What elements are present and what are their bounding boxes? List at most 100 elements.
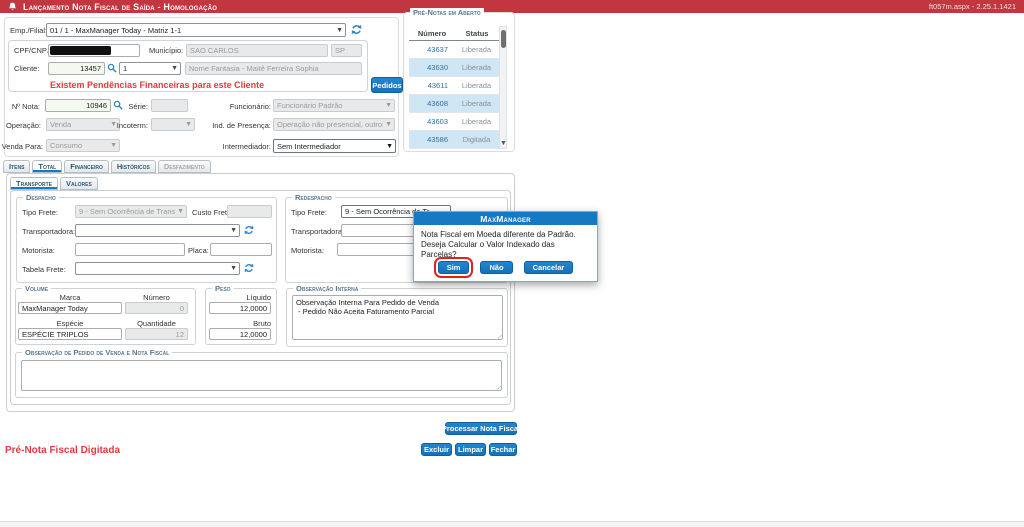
pre-notas-title: Pré-Notas em Aberto	[410, 8, 484, 17]
table-row[interactable]: 43630 Liberada	[409, 59, 499, 77]
cancelar-button[interactable]: Cancelar	[523, 260, 574, 274]
placa-input[interactable]	[210, 243, 272, 256]
nota-label: Nº Nota:	[11, 102, 40, 111]
chevron-down-icon: ▼	[177, 208, 184, 215]
venda-para-select: Consumo ▼	[46, 139, 120, 152]
processar-nota-fiscal-button[interactable]: Processar Nota Fiscal	[441, 422, 521, 435]
maxmanager-dialog: MaxManager Nota Fiscal em Moeda diferent…	[413, 211, 598, 282]
pre-nota-link[interactable]: 43586	[427, 135, 448, 144]
resize-handle-icon[interactable]	[496, 333, 503, 340]
venda-para-label: Venda Para:	[1, 142, 43, 151]
liquido-input[interactable]	[209, 302, 271, 314]
tab-total[interactable]: Total	[32, 160, 63, 173]
motorista-input[interactable]	[75, 243, 185, 256]
bruto-label: Bruto	[253, 319, 271, 328]
tipo-frete-label: Tipo Frete:	[22, 208, 58, 217]
bruto-input[interactable]	[209, 328, 271, 340]
sim-button[interactable]: Sim	[433, 256, 474, 278]
obs-interna-legend: Observação Interna	[293, 284, 362, 293]
funcionario-label: Funcionário:	[229, 102, 271, 111]
cliente-codigo-input[interactable]	[48, 62, 105, 75]
chevron-down-icon: ▼	[110, 121, 117, 128]
pre-nota-link[interactable]: 43630	[427, 63, 448, 72]
marca-input[interactable]	[18, 302, 122, 314]
search-icon[interactable]	[113, 100, 123, 110]
title-bar: Lançamento Nota Fiscal de Saída - Homolo…	[0, 0, 1024, 13]
quantidade-input	[125, 328, 188, 340]
operacao-label: Operação:	[5, 121, 41, 130]
peso-legend: Peso	[212, 284, 234, 293]
refresh-icon[interactable]	[351, 24, 362, 35]
status-text: Pré-Nota Fiscal Digitada	[5, 445, 121, 456]
dialog-message: Nota Fiscal em Moeda diferente da Padrão…	[421, 230, 576, 259]
pre-notas-panel	[403, 12, 515, 152]
tabela-frete-select[interactable]: ▼	[75, 262, 240, 275]
page-footer	[0, 521, 1024, 527]
col-status[interactable]: Status	[465, 28, 489, 38]
tipo-frete-select: 9 - Sem Ocorrência de Transport ▼	[75, 205, 187, 218]
pre-nota-link[interactable]: 43637	[427, 45, 448, 54]
nota-input[interactable]	[45, 99, 111, 112]
pre-nota-link[interactable]: 43603	[427, 117, 448, 126]
obs-pedido-textarea[interactable]	[21, 360, 502, 391]
fechar-button[interactable]: Fechar	[489, 443, 517, 456]
table-row[interactable]: 43603 Liberada	[409, 113, 499, 131]
resize-handle-icon[interactable]	[495, 384, 502, 391]
tipo-frete-label: Tipo Frete:	[291, 208, 327, 217]
obs-interna-textarea[interactable]: Observação Interna Para Pedido de Venda …	[292, 295, 503, 340]
page-title: Lançamento Nota Fiscal de Saída - Homolo…	[23, 1, 218, 12]
cliente-seq-select[interactable]: 1 ▼	[119, 62, 181, 75]
excluir-button[interactable]: Excluir	[421, 443, 452, 456]
cliente-nome-input	[185, 62, 362, 75]
cpf-redacted-value	[50, 46, 111, 55]
despacho-legend: Despacho	[23, 193, 59, 202]
presenca-select: Operação não presencial, outros. ▼	[273, 118, 395, 131]
chevron-down-icon: ▼	[386, 142, 393, 150]
especie-input[interactable]	[18, 328, 122, 340]
numero-input	[125, 302, 188, 314]
uf-input	[331, 44, 362, 57]
obs-pedido-legend: Observação de Pedido de Venda e Nota Fis…	[22, 348, 173, 357]
tabela-frete-label: Tabela Frete:	[22, 265, 66, 274]
tab-valores[interactable]: Valores	[59, 177, 98, 190]
search-icon[interactable]	[107, 63, 117, 73]
transportadora-label: Transportadora:	[22, 227, 76, 236]
emp-filial-select[interactable]: 01 / 1 - MaxManager Today - Matriz 1-1 ▼	[46, 23, 346, 37]
scrollbar-thumb[interactable]	[501, 30, 506, 48]
scroll-down-icon[interactable]: ▼	[500, 140, 507, 147]
redespacho-legend: Redespacho	[292, 193, 335, 202]
limpar-button[interactable]: Limpar	[455, 443, 486, 456]
tab-historicos[interactable]: Históricos	[110, 160, 156, 173]
page-info: ft057m.aspx - 2.25.1.1421	[928, 2, 1016, 11]
intermediador-select[interactable]: Sem Intermediador ▼	[273, 139, 396, 153]
pre-nota-link[interactable]: 43608	[427, 99, 448, 108]
intermediador-label: Intermediador:	[222, 142, 271, 151]
table-row[interactable]: 43608 Liberada	[409, 95, 499, 113]
nao-button[interactable]: Não	[480, 260, 513, 274]
pre-notas-header-row: Número Status	[409, 26, 499, 41]
chevron-down-icon: ▼	[385, 102, 392, 109]
pre-nota-link[interactable]: 43611	[427, 81, 448, 90]
bell-icon	[8, 2, 17, 11]
refresh-icon[interactable]	[244, 263, 254, 273]
municipio-label: Município:	[149, 46, 184, 55]
chevron-down-icon: ▼	[171, 65, 178, 72]
table-row[interactable]: 43586 Digitada	[409, 131, 499, 149]
tab-financeiro[interactable]: Financeiro	[64, 160, 109, 173]
dialog-buttons: Sim Não Cancelar	[414, 256, 597, 278]
col-numero[interactable]: Número	[417, 28, 447, 38]
serie-label: Série:	[128, 102, 148, 111]
scrollbar[interactable]	[499, 26, 507, 149]
table-row[interactable]: 43637 Liberada	[409, 41, 499, 59]
pedidos-button[interactable]: Pedidos	[371, 77, 403, 93]
operacao-select: Venda ▼	[46, 118, 120, 131]
tab-itens[interactable]: Itens	[3, 160, 31, 173]
refresh-icon[interactable]	[244, 225, 254, 235]
chevron-down-icon: ▼	[385, 121, 392, 128]
pendencias-warning: Existem Pendências Financeiras para este…	[50, 80, 265, 90]
tab-desfazimento: Desfazimento	[157, 160, 211, 173]
transportadora-select[interactable]: ▼	[75, 224, 240, 237]
tab-transporte[interactable]: Transporte	[10, 177, 58, 190]
emp-filial-label: Emp./Filial:	[10, 26, 48, 35]
table-row[interactable]: 43611 Liberada	[409, 77, 499, 95]
